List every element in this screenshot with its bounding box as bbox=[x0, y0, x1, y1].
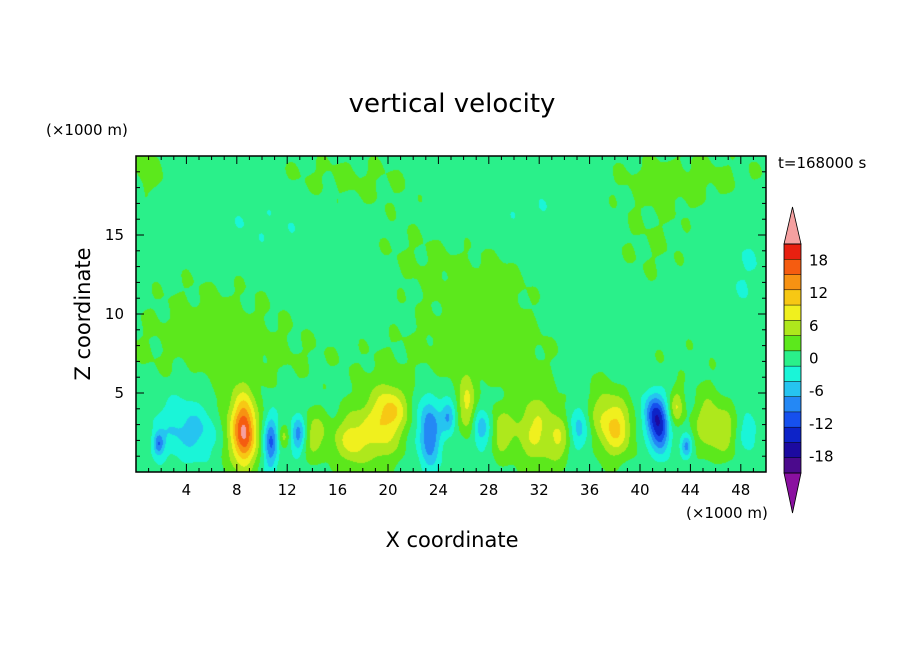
colorbar-tick-label: 0 bbox=[809, 350, 819, 368]
x-axis-ticks: 4 8 12 16 20 24 28 32 36 40 44 48 bbox=[148, 156, 754, 499]
colorbar-tick-label: 6 bbox=[809, 317, 819, 335]
y-tick-label: 10 bbox=[105, 305, 124, 323]
colorbar-swatch bbox=[784, 259, 801, 275]
y-tick-label: 5 bbox=[114, 384, 124, 402]
colorbar-swatch bbox=[784, 350, 801, 367]
y-tick-label: 15 bbox=[105, 226, 124, 244]
x-tick-label: 24 bbox=[429, 481, 448, 499]
colorbar-tick-label: -18 bbox=[809, 448, 834, 466]
colorbar-swatch bbox=[784, 442, 801, 458]
colorbar-swatch bbox=[784, 396, 801, 412]
colorbar-swatch bbox=[784, 274, 801, 290]
colorbar-swatch bbox=[784, 457, 801, 473]
colorbar-under-triangle bbox=[783, 472, 802, 514]
x-tick-label: 12 bbox=[278, 481, 297, 499]
x-tick-label: 16 bbox=[328, 481, 347, 499]
chart-title: vertical velocity bbox=[349, 89, 556, 119]
colorbar-swatch bbox=[784, 289, 801, 306]
x-axis-label: X coordinate bbox=[385, 528, 518, 552]
colorbar-tick-label: -12 bbox=[809, 415, 834, 433]
colorbar-tick-label: 18 bbox=[809, 251, 828, 269]
colorbar-swatch bbox=[784, 366, 801, 382]
heatmap-field bbox=[136, 156, 766, 472]
y-axis-label: Z coordinate bbox=[71, 247, 95, 380]
x-tick-label: 48 bbox=[731, 481, 750, 499]
colorbar-swatch bbox=[784, 335, 801, 351]
colorbar-swatch bbox=[784, 411, 801, 428]
x-tick-label: 8 bbox=[232, 481, 242, 499]
colorbar-swatch bbox=[784, 381, 801, 397]
x-tick-label: 20 bbox=[378, 481, 397, 499]
colorbar-swatch bbox=[784, 320, 801, 336]
colorbar-swatch bbox=[784, 427, 801, 443]
x-unit-label: (×1000 m) bbox=[686, 504, 768, 522]
x-tick-label: 44 bbox=[681, 481, 700, 499]
x-tick-label: 4 bbox=[182, 481, 192, 499]
colorbar-over-triangle bbox=[783, 206, 802, 245]
colorbar-tick-label: 12 bbox=[809, 284, 828, 302]
x-tick-label: 40 bbox=[630, 481, 649, 499]
x-tick-label: 36 bbox=[580, 481, 599, 499]
colorbar-swatch bbox=[784, 305, 801, 321]
colorbar-swatch bbox=[784, 244, 801, 260]
colorbar-frame bbox=[783, 243, 802, 474]
x-tick-label: 32 bbox=[530, 481, 549, 499]
colorbar: 18 12 6 0 -6 -12 -18 bbox=[783, 206, 834, 514]
y-axis-ticks: 5 10 15 bbox=[105, 171, 766, 457]
y-unit-label: (×1000 m) bbox=[46, 121, 128, 139]
colorbar-tick-label: -6 bbox=[809, 382, 824, 400]
time-label: t=168000 s bbox=[778, 154, 866, 172]
x-tick-label: 28 bbox=[479, 481, 498, 499]
